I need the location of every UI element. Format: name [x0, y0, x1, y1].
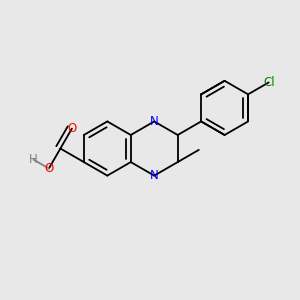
Text: N: N — [150, 169, 159, 182]
Text: H: H — [29, 153, 38, 166]
Text: O: O — [67, 122, 76, 135]
Text: Cl: Cl — [263, 76, 274, 89]
Text: O: O — [44, 162, 53, 175]
Text: N: N — [150, 115, 159, 128]
